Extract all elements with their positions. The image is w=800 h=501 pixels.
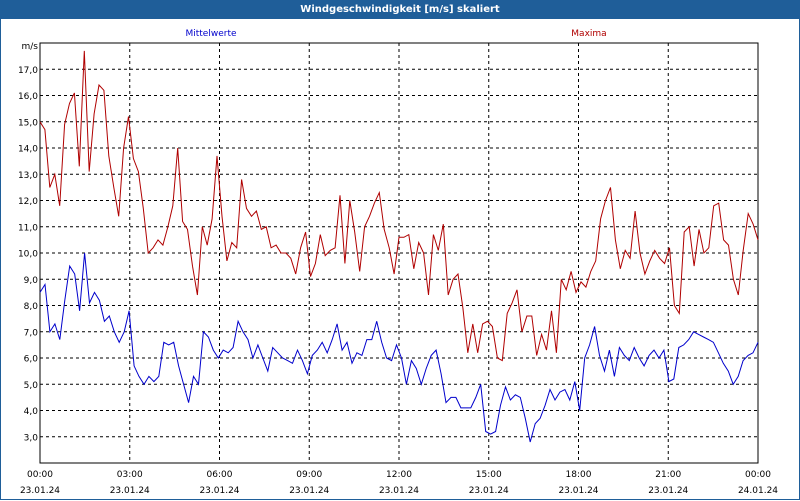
window-title: Windgeschwindigkeit [m/s] skaliert — [1, 1, 799, 19]
x-tick-date: 24.01.24 — [738, 486, 778, 496]
x-tick-time: 15:00 — [476, 470, 502, 480]
x-tick-time: 06:00 — [207, 470, 233, 480]
x-tick-time: 21:00 — [655, 470, 681, 480]
y-tick-label: 4,0 — [24, 407, 39, 417]
y-tick-label: 9,0 — [24, 276, 39, 286]
y-tick-label: 14,0 — [18, 145, 38, 155]
x-tick-time: 00:00 — [745, 470, 771, 480]
x-tick-time: 03:00 — [117, 470, 143, 480]
y-tick-label: 8,0 — [24, 302, 39, 312]
grid-lines — [40, 43, 758, 463]
y-tick-label: 16,0 — [18, 92, 38, 102]
legend-maxima: Maxima — [571, 29, 606, 39]
x-tick-date: 23.01.24 — [20, 486, 60, 496]
x-axis-labels: 00:00 23.01.24 03:00 23.01.24 06:00 23.01.24 0… — [20, 470, 778, 496]
y-tick-label: 11,0 — [18, 223, 38, 233]
x-tick-time: 12:00 — [386, 470, 412, 480]
x-tick-time: 09:00 — [296, 470, 322, 480]
x-tick-date: 23.01.24 — [110, 486, 150, 496]
x-tick-date: 23.01.24 — [558, 486, 598, 496]
x-tick-time: 18:00 — [566, 470, 592, 480]
legend-mittelwerte: Mittelwerte — [185, 29, 236, 39]
y-axis-labels: 3,0 4,0 5,0 6,0 7,0 8,0 9,0 10,0 11,0 12,0 13,0 14,… — [18, 66, 38, 444]
y-axis-unit: m/s — [22, 42, 39, 52]
x-tick-date: 23.01.24 — [199, 486, 239, 496]
series-line-maxima — [39, 50, 759, 362]
x-tick-date: 23.01.24 — [648, 486, 688, 496]
y-tick-label: 15,0 — [18, 118, 38, 128]
y-tick-label: 3,0 — [24, 433, 39, 443]
y-tick-label: 7,0 — [24, 328, 39, 338]
x-tick-date: 23.01.24 — [469, 486, 509, 496]
y-tick-label: 12,0 — [18, 197, 38, 207]
x-tick-time: 00:00 — [27, 470, 53, 480]
y-tick-label: 13,0 — [18, 171, 38, 181]
x-tick-date: 23.01.24 — [289, 486, 329, 496]
y-tick-label: 6,0 — [24, 355, 39, 365]
y-tick-label: 10,0 — [18, 250, 38, 260]
y-tick-label: 17,0 — [18, 66, 38, 76]
series-line-mittelwerte — [39, 252, 759, 443]
y-tick-label: 5,0 — [24, 381, 39, 391]
x-tick-date: 23.01.24 — [379, 486, 419, 496]
series-lines — [39, 50, 759, 443]
